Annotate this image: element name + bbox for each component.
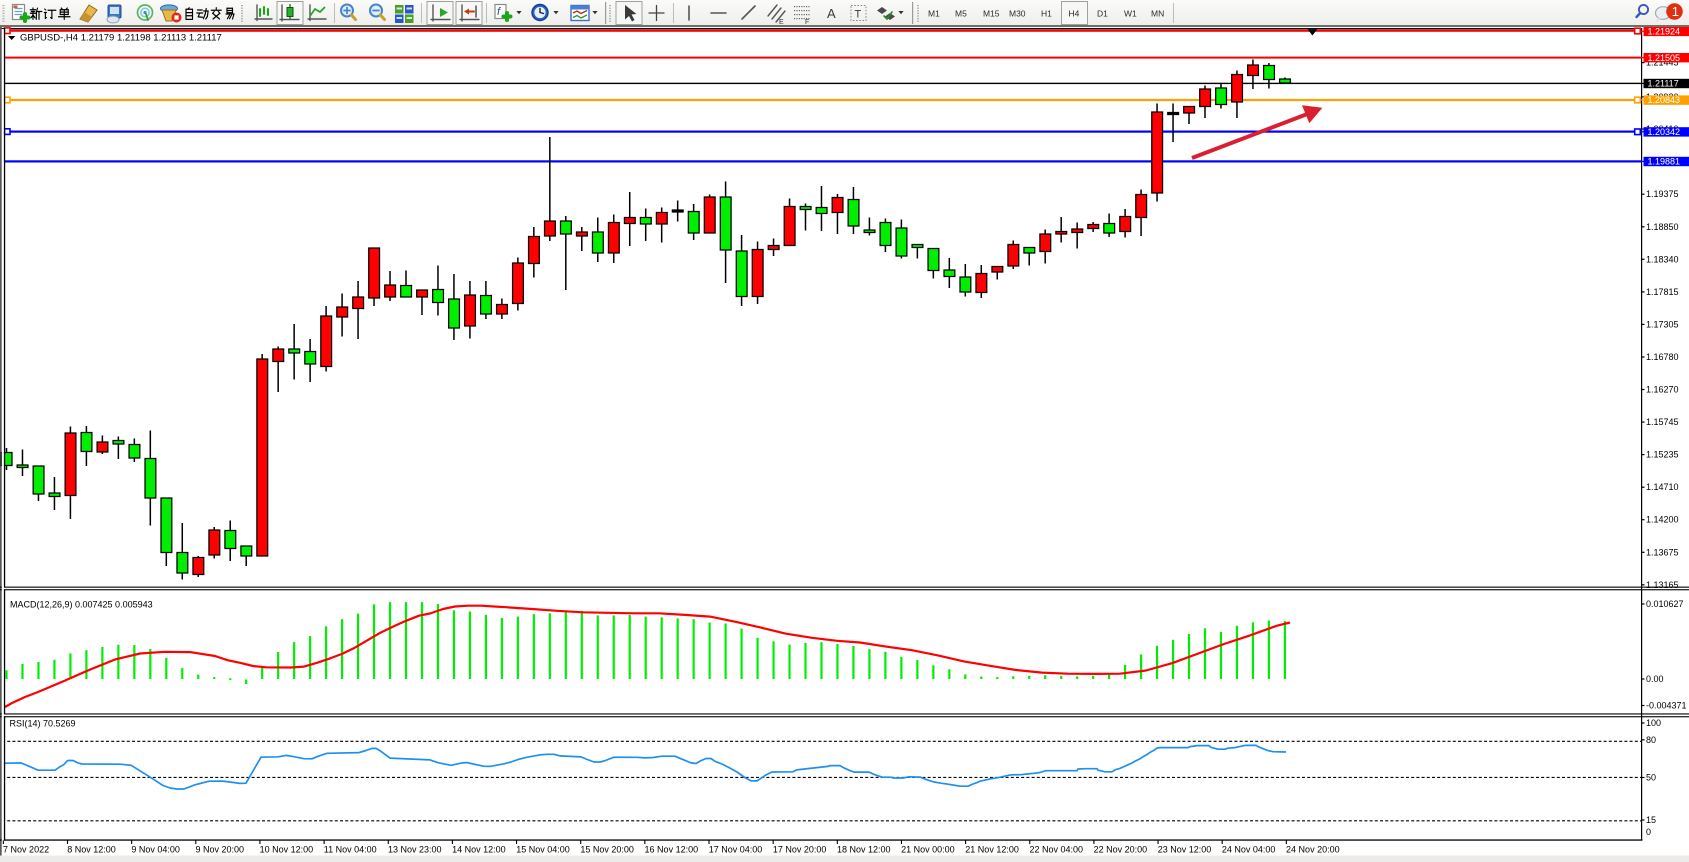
svg-text:M1: M1 bbox=[928, 9, 940, 19]
svg-text:1.21505: 1.21505 bbox=[1648, 53, 1681, 63]
svg-text:11 Nov 04:00: 11 Nov 04:00 bbox=[324, 845, 377, 855]
svg-text:1.21117: 1.21117 bbox=[1648, 79, 1679, 89]
svg-text:1.21924: 1.21924 bbox=[1648, 27, 1681, 37]
svg-text:1.14200: 1.14200 bbox=[1646, 515, 1679, 525]
svg-text:21 Nov 12:00: 21 Nov 12:00 bbox=[965, 845, 1019, 855]
svg-text:1.20843: 1.20843 bbox=[1648, 95, 1681, 105]
svg-text:-0.004371: -0.004371 bbox=[1646, 701, 1687, 711]
svg-text:14 Nov 12:00: 14 Nov 12:00 bbox=[452, 845, 506, 855]
svg-text:9 Nov 04:00: 9 Nov 04:00 bbox=[131, 845, 180, 855]
svg-text:W1: W1 bbox=[1124, 9, 1137, 19]
svg-text:f: f bbox=[497, 6, 501, 18]
svg-text:H1: H1 bbox=[1041, 9, 1052, 19]
svg-text:E: E bbox=[779, 19, 784, 26]
svg-text:1.14710: 1.14710 bbox=[1646, 482, 1679, 492]
svg-text:T: T bbox=[855, 9, 862, 21]
svg-text:7 Nov 2022: 7 Nov 2022 bbox=[3, 845, 49, 855]
svg-text:9 Nov 20:00: 9 Nov 20:00 bbox=[196, 845, 245, 855]
svg-text:M5: M5 bbox=[955, 9, 967, 19]
svg-text:10 Nov 12:00: 10 Nov 12:00 bbox=[260, 845, 314, 855]
svg-text:1.16270: 1.16270 bbox=[1646, 385, 1679, 395]
svg-text:0.010627: 0.010627 bbox=[1646, 599, 1684, 609]
svg-text:16 Nov 12:00: 16 Nov 12:00 bbox=[645, 845, 699, 855]
svg-text:1.18340: 1.18340 bbox=[1646, 254, 1679, 264]
svg-text:8 Nov 12:00: 8 Nov 12:00 bbox=[67, 845, 116, 855]
svg-text:1.19881: 1.19881 bbox=[1648, 157, 1681, 167]
svg-text:RSI(14) 70.5269: RSI(14) 70.5269 bbox=[10, 719, 76, 729]
svg-text:17 Nov 04:00: 17 Nov 04:00 bbox=[709, 845, 763, 855]
svg-text:15 Nov 20:00: 15 Nov 20:00 bbox=[580, 845, 634, 855]
svg-text:1.13675: 1.13675 bbox=[1646, 547, 1679, 557]
svg-text:100: 100 bbox=[1646, 718, 1661, 728]
svg-text:24 Nov 20:00: 24 Nov 20:00 bbox=[1286, 845, 1340, 855]
svg-text:A: A bbox=[827, 6, 836, 21]
svg-text:0.00: 0.00 bbox=[1646, 674, 1664, 684]
svg-text:1.20342: 1.20342 bbox=[1648, 127, 1681, 137]
svg-text:M15: M15 bbox=[983, 9, 1000, 19]
svg-text:H4: H4 bbox=[1069, 9, 1080, 19]
svg-text:1.16780: 1.16780 bbox=[1646, 352, 1679, 362]
svg-text:15: 15 bbox=[1646, 815, 1656, 825]
svg-text:18 Nov 12:00: 18 Nov 12:00 bbox=[837, 845, 891, 855]
svg-text:MACD(12,26,9) 0.007425 0.00594: MACD(12,26,9) 0.007425 0.005943 bbox=[10, 600, 153, 610]
svg-text:MN: MN bbox=[1151, 9, 1164, 19]
svg-text:1.18850: 1.18850 bbox=[1646, 222, 1679, 232]
svg-text:13 Nov 23:00: 13 Nov 23:00 bbox=[388, 845, 442, 855]
svg-text:1.19375: 1.19375 bbox=[1646, 189, 1679, 199]
svg-text:1.15235: 1.15235 bbox=[1646, 450, 1679, 460]
svg-text:21 Nov 00:00: 21 Nov 00:00 bbox=[901, 845, 955, 855]
svg-text:22 Nov 04:00: 22 Nov 04:00 bbox=[1029, 845, 1083, 855]
svg-text:24 Nov 04:00: 24 Nov 04:00 bbox=[1222, 845, 1276, 855]
svg-text:1.17815: 1.17815 bbox=[1646, 287, 1679, 297]
svg-text:1.15745: 1.15745 bbox=[1646, 417, 1679, 427]
svg-text:M30: M30 bbox=[1009, 9, 1026, 19]
svg-text:0: 0 bbox=[1646, 827, 1651, 837]
svg-text:GBPUSD-,H4 1.21179 1.21198 1.: GBPUSD-,H4 1.21179 1.21198 1.21113 1.211… bbox=[20, 33, 222, 44]
svg-text:15 Nov 04:00: 15 Nov 04:00 bbox=[516, 845, 570, 855]
svg-text:80: 80 bbox=[1646, 735, 1656, 745]
svg-text:17 Nov 20:00: 17 Nov 20:00 bbox=[773, 845, 827, 855]
svg-text:1.13165: 1.13165 bbox=[1646, 580, 1679, 590]
svg-text:23 Nov 12:00: 23 Nov 12:00 bbox=[1158, 845, 1212, 855]
svg-text:22 Nov 20:00: 22 Nov 20:00 bbox=[1094, 845, 1148, 855]
svg-text:F: F bbox=[805, 19, 809, 26]
svg-text:1: 1 bbox=[1672, 4, 1679, 19]
svg-text:D1: D1 bbox=[1097, 9, 1108, 19]
svg-text:1.21445: 1.21445 bbox=[1646, 58, 1679, 68]
svg-text:50: 50 bbox=[1646, 773, 1656, 783]
svg-text:1.17305: 1.17305 bbox=[1646, 319, 1679, 329]
